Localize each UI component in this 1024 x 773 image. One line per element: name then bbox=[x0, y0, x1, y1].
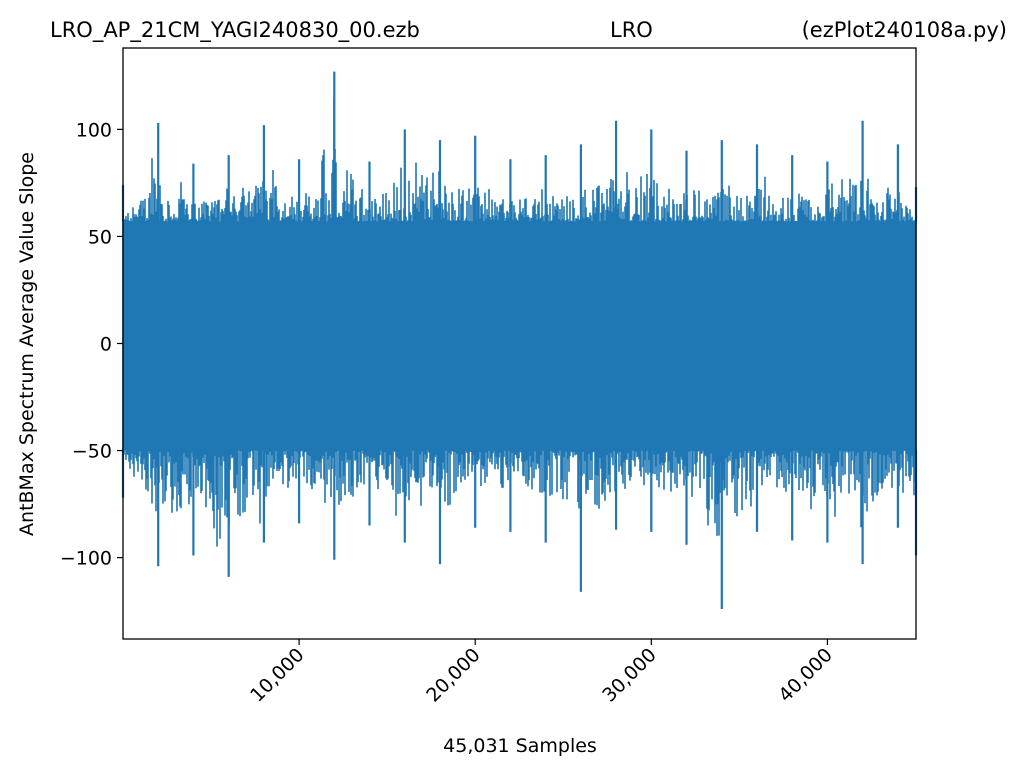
y-tick-label: 0 bbox=[100, 334, 112, 356]
chart-title-site: LRO bbox=[610, 18, 653, 42]
y-axis: 100 50 0 −50 −100 bbox=[60, 119, 123, 570]
series-spikes bbox=[122, 97, 917, 547]
x-tick-label: 40,000 bbox=[774, 644, 837, 707]
x-axis-label: 45,031 Samples bbox=[443, 735, 597, 757]
y-tick-label: 100 bbox=[76, 119, 112, 141]
chart-title-file: LRO_AP_21CM_YAGI240830_00.ezb bbox=[50, 18, 420, 43]
y-tick-label: −50 bbox=[72, 441, 112, 463]
y-tick-label: −100 bbox=[60, 548, 112, 570]
x-tick-label: 30,000 bbox=[598, 644, 661, 707]
y-tick-label: 50 bbox=[88, 226, 112, 248]
series-slope bbox=[121, 71, 918, 609]
x-axis: 10,000 20,000 30,000 40,000 bbox=[246, 639, 837, 707]
x-tick-label: 20,000 bbox=[422, 644, 485, 707]
chart-title-script: (ezPlot240108a.py) bbox=[802, 18, 1007, 42]
y-axis-label: AntBMax Spectrum Average Value Slope bbox=[16, 152, 38, 536]
x-tick-label: 10,000 bbox=[246, 644, 309, 707]
